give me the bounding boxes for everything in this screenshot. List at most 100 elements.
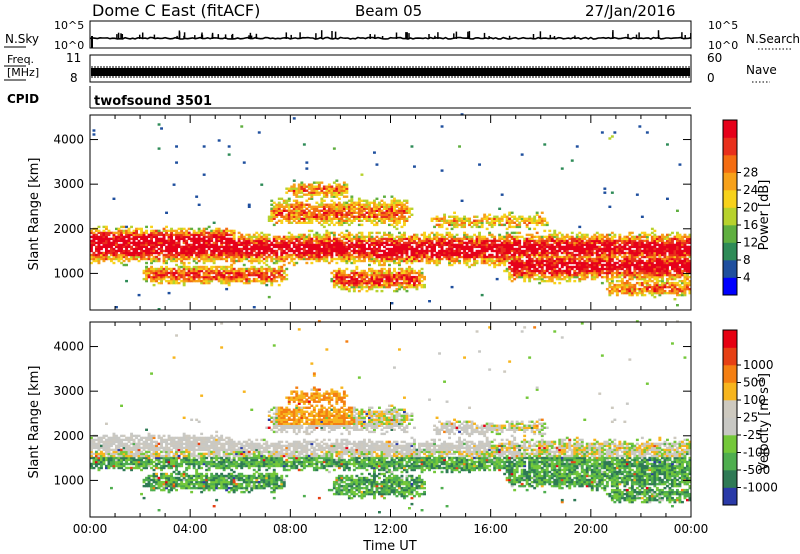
heatmap-cell (205, 275, 209, 279)
heatmap-cell (393, 251, 396, 255)
heatmap-cell (162, 275, 166, 279)
heatmap-cell (363, 207, 366, 210)
heatmap-cell (115, 237, 118, 241)
heatmap-cell (262, 233, 266, 237)
heatmap-cell (117, 259, 121, 263)
heatmap-cell (132, 233, 136, 237)
heatmap-cell (280, 255, 284, 259)
heatmap-cell (125, 253, 128, 257)
heatmap-cell (515, 237, 519, 241)
heatmap-cell (380, 215, 384, 218)
heatmap-cell (212, 255, 216, 259)
heatmap-cell (327, 187, 331, 190)
heatmap-cell (465, 243, 469, 247)
heatmap-cell (302, 239, 306, 243)
heatmap-cell (145, 261, 148, 265)
heatmap-cell (272, 235, 276, 239)
heatmap-cell (515, 251, 519, 255)
heatmap-cell (508, 221, 512, 224)
heatmap-cell (150, 241, 153, 245)
heatmap-cell (297, 189, 301, 192)
heatmap-cell (342, 185, 346, 188)
heatmap-cell (383, 275, 386, 279)
heatmap-cell (425, 251, 429, 255)
heatmap-cell (277, 255, 281, 259)
heatmap-cell (247, 259, 251, 263)
heatmap-cell (240, 235, 244, 239)
heatmap-cell (197, 233, 201, 237)
heatmap-cell (525, 275, 529, 279)
heatmap-cell (495, 263, 499, 267)
heatmap-cell (568, 247, 572, 251)
heatmap-cell (342, 195, 346, 198)
heatmap-cell (518, 235, 522, 239)
heatmap-cell (380, 257, 384, 261)
heatmap-cell (255, 245, 259, 249)
heatmap-cell (588, 263, 592, 267)
heatmap-cell (545, 265, 549, 269)
heatmap-cell (380, 259, 384, 263)
heatmap-cell (565, 279, 569, 283)
heatmap-cell (430, 253, 434, 257)
heatmap-cell (312, 257, 316, 261)
heatmap-cell (400, 253, 404, 257)
heatmap-cell (332, 243, 336, 247)
heatmap-cell (305, 261, 309, 265)
heatmap-cell (548, 271, 552, 275)
heatmap-cell (538, 243, 542, 247)
heatmap-cell (583, 251, 587, 255)
heatmap-cell (152, 245, 156, 249)
heatmap-cell (252, 239, 256, 243)
heatmap-cell (445, 253, 449, 257)
heatmap-cell (352, 247, 356, 251)
heatmap-cell (175, 231, 178, 235)
heatmap-cell (280, 211, 284, 214)
heatmap-cell (292, 241, 296, 245)
heatmap-cell (573, 255, 577, 259)
heatmap-cell (317, 257, 321, 261)
heatmap-cell (570, 241, 574, 245)
heatmap-cell (215, 233, 219, 237)
heatmap-cell (383, 221, 386, 224)
heatmap-cell (488, 221, 492, 224)
heatmap-cell (595, 275, 599, 279)
heatmap-cell (455, 215, 459, 218)
heatmap-cell (297, 213, 301, 216)
heatmap-cell (510, 253, 514, 257)
heatmap-cell (423, 249, 426, 253)
heatmap-cell (363, 205, 366, 208)
heatmap-cell (613, 243, 617, 247)
heatmap-cell (388, 259, 391, 263)
heatmap-cell (350, 279, 354, 283)
heatmap-cell (560, 245, 564, 249)
heatmap-cell (185, 241, 189, 245)
heatmap-cell (420, 243, 424, 247)
heatmap-cell (390, 213, 394, 216)
heatmap-cell (187, 227, 191, 231)
heatmap-cell (420, 251, 424, 255)
heatmap-cell (270, 219, 274, 222)
heatmap-cell (533, 227, 537, 231)
heatmap-cell (337, 217, 341, 220)
heatmap-cell (608, 293, 612, 297)
heatmap-cell (528, 227, 532, 231)
heatmap-cell (292, 217, 296, 220)
heatmap-cell (553, 275, 557, 279)
heatmap-cell (357, 249, 361, 253)
heatmap-cell (235, 249, 239, 253)
heatmap-cell (127, 245, 131, 249)
heatmap-cell (225, 231, 229, 235)
heatmap-cell (220, 233, 224, 237)
heatmap-cell (355, 249, 359, 253)
heatmap-cell (505, 215, 509, 218)
heatmap-cell (385, 213, 389, 216)
heatmap-cell (250, 241, 254, 245)
heatmap-cell (380, 199, 384, 202)
heatmap-cell (580, 275, 584, 279)
heatmap-cell (237, 269, 241, 273)
heatmap-cell (350, 219, 354, 222)
heatmap-cell (102, 253, 106, 257)
heatmap-cell (463, 233, 466, 237)
heatmap-cell (305, 257, 309, 261)
heatmap-cell (137, 255, 141, 259)
